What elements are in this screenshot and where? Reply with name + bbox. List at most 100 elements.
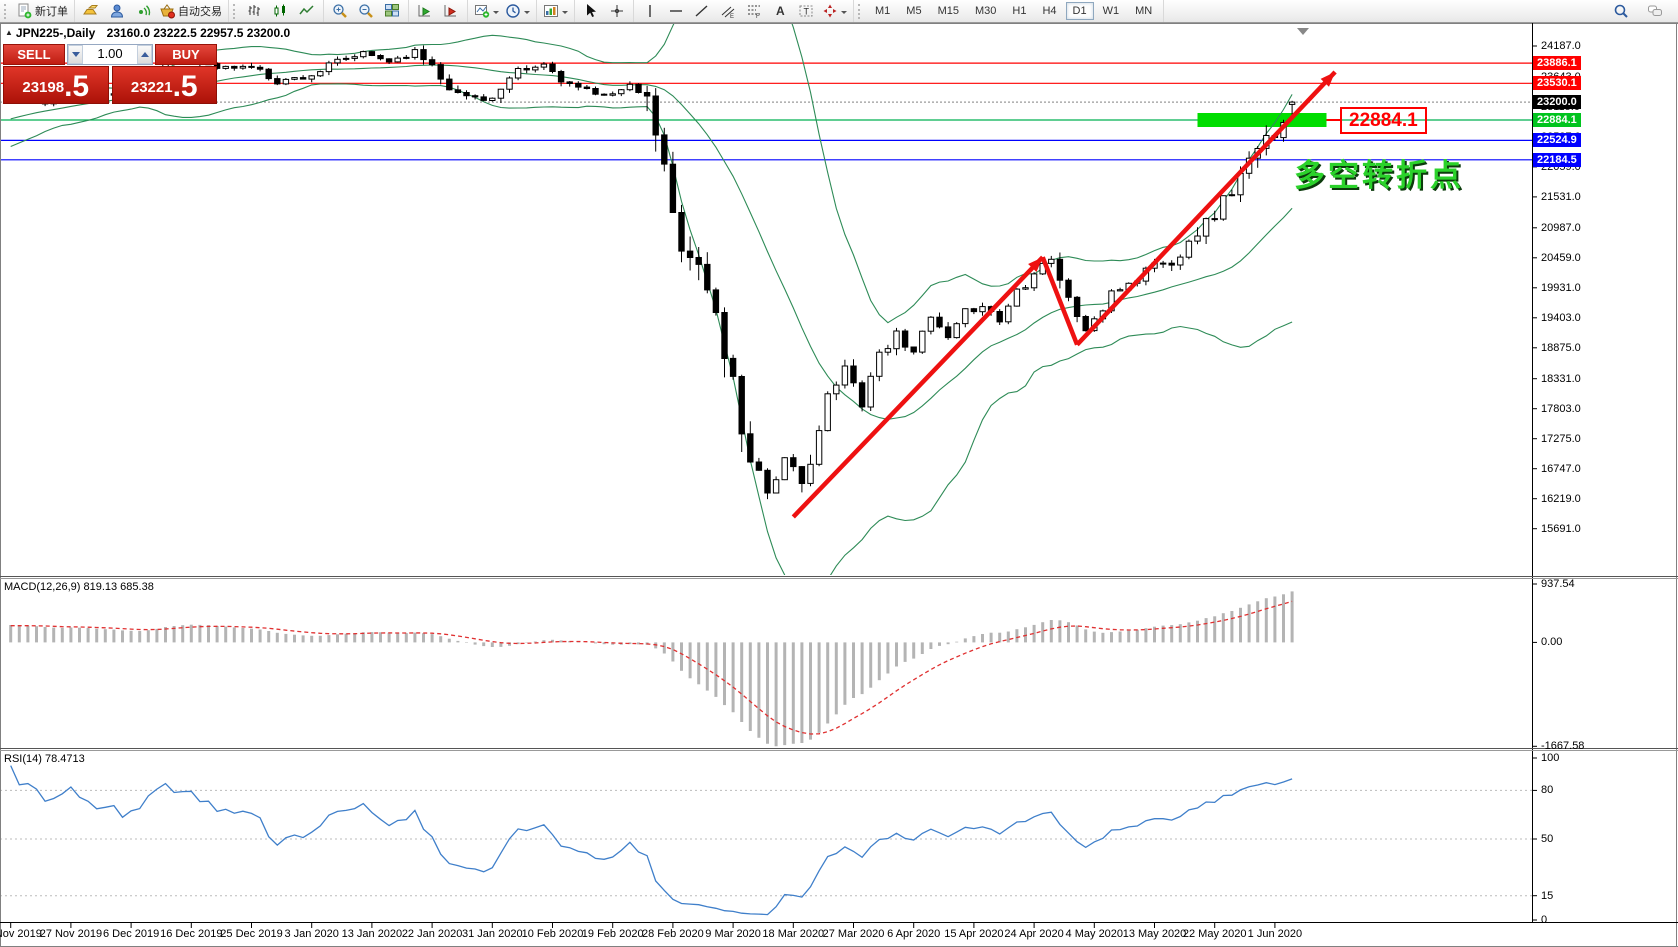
bar-chart-button[interactable] (242, 1, 268, 21)
zoom-in-button[interactable] (327, 1, 353, 21)
cursor-button[interactable] (578, 1, 604, 21)
vertical-line-button[interactable] (637, 1, 663, 21)
scroll-group (409, 0, 468, 22)
date-label: 18 Nov 2019 (0, 928, 42, 940)
fibonacci-button[interactable]: F (741, 1, 767, 21)
text-label-icon: T (799, 5, 813, 17)
sell-price-panel[interactable]: 23198.5 (3, 66, 109, 104)
price-level-badge: 22884.1 (1533, 113, 1581, 128)
channel-button[interactable]: E (715, 1, 741, 21)
price-tick-label: 18875.0 (1541, 341, 1581, 354)
gold-button[interactable] (78, 1, 104, 21)
chart-window[interactable]: ▲ JPN225-,Daily 23160.0 23222.5 22957.5 2… (0, 23, 1678, 947)
timeframe-h4[interactable]: H4 (1042, 5, 1057, 17)
rsi-axis-label: 50 (1541, 833, 1554, 845)
timeframe-mn[interactable]: MN (1135, 5, 1153, 17)
timeframe-w1[interactable]: W1 (1102, 5, 1120, 17)
volume-spinner: 1.00 (67, 44, 153, 65)
tile-windows-button[interactable] (379, 1, 405, 21)
chat-icon (1648, 5, 1662, 16)
auto-scroll-button[interactable] (438, 1, 464, 21)
zoom-out-button[interactable] (353, 1, 379, 21)
timeframe-m1[interactable]: M1 (875, 5, 891, 17)
zoom-in-icon (333, 4, 347, 18)
price-level-badge: 22524.9 (1533, 133, 1581, 148)
svg-text:A: A (776, 4, 785, 18)
sell-price-big: .5 (64, 70, 90, 103)
templates-button[interactable] (540, 1, 571, 21)
auto-scroll-icon (444, 5, 456, 17)
sell-price-main: 23198 (22, 79, 65, 96)
timeframe-m15[interactable]: M15 (937, 5, 959, 17)
date-label: 6 Dec 2019 (102, 928, 160, 940)
timeframe-d1[interactable]: D1 (1065, 2, 1094, 20)
new-order-button[interactable]: 新订单 (13, 1, 71, 21)
horizontal-line-button[interactable] (663, 1, 689, 21)
one-click-trading-panel: SELL 1.00 BUY 23198.5 23221.5 (3, 44, 217, 104)
text-button[interactable]: A (767, 1, 793, 21)
arrows-button[interactable] (819, 1, 850, 21)
toolbar-grip[interactable] (233, 3, 239, 19)
triangle-down-icon (71, 52, 80, 61)
date-label: 1 Jun 2020 (1247, 928, 1303, 940)
drawing-tools-group: E F A T (634, 0, 854, 22)
date-label: 4 May 2020 (1065, 928, 1124, 940)
periods-button[interactable] (502, 1, 533, 21)
timeframe-h1[interactable]: H1 (1012, 5, 1027, 17)
volume-decrease-button[interactable] (68, 45, 83, 64)
sell-button[interactable]: SELL (3, 44, 65, 65)
date-label: 15 Apr 2020 (944, 928, 1004, 940)
profile-button[interactable] (104, 1, 130, 21)
dropdown-caret-icon (841, 10, 847, 17)
chart-canvas[interactable] (0, 23, 1678, 947)
price-tick-label: 20987.0 (1541, 221, 1581, 234)
crosshair-icon (611, 5, 623, 17)
timeframe-m5[interactable]: M5 (906, 5, 922, 17)
price-level-badge: 23530.1 (1533, 76, 1581, 91)
zone-price-label[interactable]: 22884.1 (1340, 107, 1427, 134)
svg-text:T: T (804, 7, 810, 17)
date-label: 18 Mar 2020 (762, 928, 825, 940)
triangle-up-icon (140, 48, 149, 57)
candlestick-chart-button[interactable] (268, 1, 294, 21)
buy-button[interactable]: BUY (155, 44, 217, 65)
macd-axis-label: -1667.58 (1541, 740, 1585, 753)
price-tick-label: 20459.0 (1541, 251, 1581, 264)
line-chart-button[interactable] (294, 1, 320, 21)
toolbar-grip[interactable] (4, 3, 10, 19)
volume-increase-button[interactable] (137, 45, 152, 64)
auto-trading-button[interactable]: 自动交易 (156, 1, 225, 21)
cursor-group (575, 0, 634, 22)
order-group: 新订单 (0, 0, 75, 22)
date-label: 6 Apr 2020 (887, 928, 941, 940)
date-label: 10 Feb 2020 (521, 928, 584, 940)
date-label: 13 May 2020 (1122, 928, 1187, 940)
add-indicator-button[interactable] (471, 1, 502, 21)
turning-point-annotation[interactable]: 多空转折点 (1294, 158, 1464, 193)
search-button[interactable] (1608, 1, 1634, 21)
main-toolbar: 新订单 自动交易 E F (0, 0, 1678, 23)
gold-bar-icon (83, 5, 99, 15)
price-tick-label: 17275.0 (1541, 432, 1581, 445)
chat-button[interactable] (1642, 1, 1668, 21)
signal-button[interactable] (130, 1, 156, 21)
cursor-icon (587, 4, 596, 17)
buy-price-main: 23221 (130, 79, 173, 96)
template-group (537, 0, 575, 22)
price-tick-label: 21531.0 (1541, 190, 1581, 203)
toolbar-grip[interactable] (858, 3, 864, 19)
tile-windows-icon (385, 4, 399, 17)
templates-icon (544, 5, 558, 17)
add-indicator-icon (475, 5, 490, 18)
buy-price-panel[interactable]: 23221.5 (111, 66, 217, 104)
trendline-button[interactable] (689, 1, 715, 21)
fibonacci-icon: F (748, 5, 760, 19)
text-label-button[interactable]: T (793, 1, 819, 21)
volume-input[interactable]: 1.00 (97, 46, 123, 61)
crosshair-button[interactable] (604, 1, 630, 21)
zoom-group (324, 0, 409, 22)
clock-icon (506, 4, 520, 18)
chart-shift-button[interactable] (412, 1, 438, 21)
date-label: 19 Feb 2020 (581, 928, 644, 940)
timeframe-m30[interactable]: M30 (974, 5, 997, 17)
